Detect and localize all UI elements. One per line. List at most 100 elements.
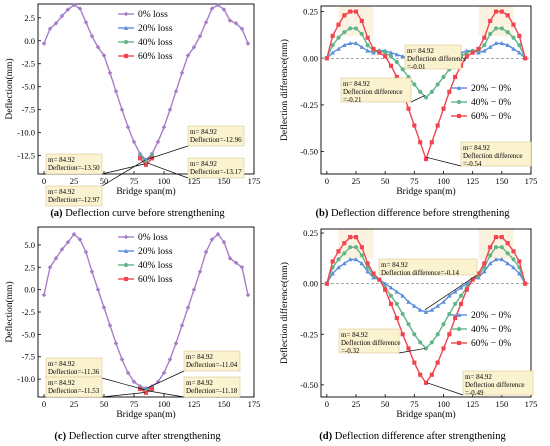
data-point — [400, 54, 405, 59]
figure-caption: (a) Deflection curve before strengthenin… — [50, 208, 225, 219]
y-tick-label: -0.50 — [300, 380, 318, 390]
series-1 — [324, 26, 528, 100]
series-2 — [324, 9, 528, 162]
annotation-pointer — [147, 370, 185, 389]
data-point — [359, 18, 364, 24]
annotation-text: m= 84.92 — [48, 360, 75, 368]
x-tick-label: 125 — [188, 399, 201, 409]
legend-label: 40% loss — [138, 261, 173, 271]
caption-text: Deflection curve before strengthening — [63, 208, 226, 219]
x-tick-label: 175 — [525, 399, 538, 409]
x-tick-label: 50 — [100, 399, 109, 409]
data-point — [353, 235, 359, 240]
data-point — [453, 74, 458, 80]
data-point — [511, 35, 516, 40]
data-point — [505, 30, 510, 35]
annotation-text: Deflection difference — [343, 88, 403, 96]
data-point — [185, 53, 191, 58]
data-point — [167, 107, 173, 112]
annotation-box — [187, 157, 245, 179]
annotation-pointer — [101, 392, 145, 398]
x-tick-label: 100 — [158, 176, 171, 186]
x-tick-label: 75 — [130, 176, 139, 186]
y-tick-label: -0.50 — [300, 147, 318, 157]
annotation-box — [45, 185, 103, 207]
data-point — [406, 106, 411, 111]
data-point — [394, 315, 399, 321]
data-point — [203, 249, 209, 255]
data-point — [348, 26, 353, 31]
panel-a: 0 25 50 75 100 125 150 175 2.5 0.0 -2.5 -5.0 -7.5 -10… — [0, 0, 275, 223]
series-3 — [137, 156, 155, 167]
data-point — [412, 332, 417, 337]
data-point — [41, 41, 47, 46]
x-axis-label: Bridge span(m) — [396, 409, 455, 420]
annotation-text: Deflection difference — [407, 55, 467, 63]
series-2 — [324, 235, 528, 385]
x-tick-label: 100 — [437, 399, 450, 409]
annotation-text: Deflection=-11.04 — [186, 361, 238, 369]
data-point — [452, 289, 458, 294]
y-tick-label: 0.00 — [303, 53, 318, 63]
data-point — [417, 307, 423, 312]
data-point — [499, 245, 504, 250]
data-point — [95, 44, 101, 50]
data-point — [412, 82, 417, 87]
annotation-pointer — [425, 156, 462, 167]
data-point — [143, 162, 149, 167]
legend-marker — [123, 25, 129, 30]
data-point — [423, 156, 429, 162]
data-point — [353, 245, 359, 250]
x-tick-label: 100 — [158, 399, 171, 409]
legend-marker — [456, 99, 462, 105]
y-tick-label: -5.0 — [22, 329, 35, 339]
data-point — [383, 287, 388, 292]
data-point — [59, 13, 65, 19]
legend-marker — [123, 276, 129, 282]
data-point — [493, 257, 499, 262]
legend-marker — [123, 11, 129, 17]
annotation-pointer — [424, 274, 478, 311]
y-tick-label: -7.5 — [22, 105, 35, 115]
chart-b-svg: 0 25 50 75 100 125 150 175 0.25 0.00 -0.25 -0.50 Bri… — [279, 5, 537, 219]
data-point — [71, 231, 77, 237]
annotation-text: Deflection=-11.36 — [48, 368, 100, 376]
y-tick-label: -7.5 — [22, 352, 35, 362]
data-point — [47, 264, 53, 270]
legend-label: 20% loss — [138, 247, 173, 257]
data-point — [359, 261, 365, 266]
y-tick-label: 0.00 — [303, 279, 318, 289]
data-point — [499, 257, 505, 262]
x-tick-label: 75 — [130, 399, 139, 409]
annotation-text: m= 84.92 — [48, 156, 75, 164]
x-tick-label: 25 — [352, 176, 361, 186]
x-axis-label: Bridge span(m) — [116, 186, 175, 197]
annotation-box — [183, 376, 241, 398]
annotation-text: =-0.49 — [465, 389, 484, 397]
series-3 — [137, 386, 155, 395]
data-point — [47, 26, 53, 32]
data-point — [197, 269, 203, 275]
data-point — [131, 379, 137, 385]
data-point — [505, 13, 510, 18]
data-point — [429, 89, 434, 94]
data-point — [203, 20, 209, 25]
data-point — [458, 285, 464, 290]
data-point — [406, 346, 411, 351]
data-point — [41, 292, 47, 298]
chart-a-svg: 0 25 50 75 100 125 150 175 2.5 0.0 -2.5 -5.0 -7.5 -10… — [4, 2, 260, 219]
data-point — [359, 253, 364, 258]
data-point — [517, 50, 522, 55]
y-tick-label: -12.5 — [17, 151, 35, 161]
x-tick-label: 25 — [70, 399, 79, 409]
data-point — [493, 245, 499, 250]
legend-marker — [123, 53, 129, 59]
annotation-box — [187, 125, 245, 147]
data-point — [239, 264, 245, 270]
y-tick-label: -5.0 — [22, 82, 35, 92]
data-point — [353, 26, 359, 31]
data-point — [394, 59, 399, 65]
data-point — [435, 360, 440, 365]
y-tick-label: -10.0 — [17, 374, 35, 384]
legend-marker — [456, 113, 462, 119]
